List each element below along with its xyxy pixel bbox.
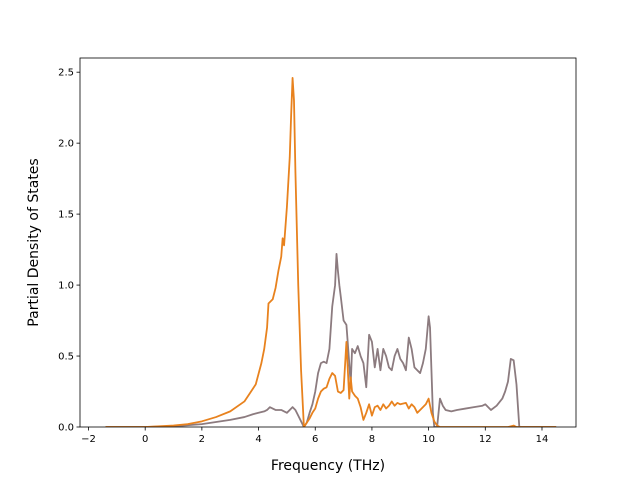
x-tick-label: 4 [255, 434, 261, 445]
y-tick-label: 0.0 [58, 423, 74, 434]
pdos-series-orange-line [105, 76, 557, 427]
x-axis-label: Frequency (THz) [271, 458, 385, 474]
x-tick-label: 10 [422, 434, 435, 445]
series-layer [105, 76, 557, 427]
y-tick-label: 0.5 [58, 352, 74, 363]
x-tick-label: 8 [369, 434, 375, 445]
y-tick-label: 1.0 [58, 281, 74, 292]
y-axis-label: Partial Density of States [26, 158, 42, 326]
y-tick-label: 2.5 [58, 68, 74, 79]
y-tick-label: 1.5 [58, 210, 74, 221]
pdos-series-taupe-line [105, 252, 557, 427]
plot-area [80, 58, 576, 427]
x-tick-label: 0 [142, 434, 148, 445]
x-tick-label: −2 [81, 434, 96, 445]
x-axis: −2 0 2 4 6 8 10 12 14 [81, 427, 548, 445]
x-tick-label: 14 [536, 434, 549, 445]
x-tick-label: 12 [479, 434, 492, 445]
y-tick-label: 2.0 [58, 139, 74, 150]
plot-frame [79, 57, 577, 428]
x-tick-label: 6 [312, 434, 318, 445]
y-axis: 0.0 0.5 1.0 1.5 2.0 2.5 [58, 68, 80, 434]
x-tick-label: 2 [199, 434, 205, 445]
